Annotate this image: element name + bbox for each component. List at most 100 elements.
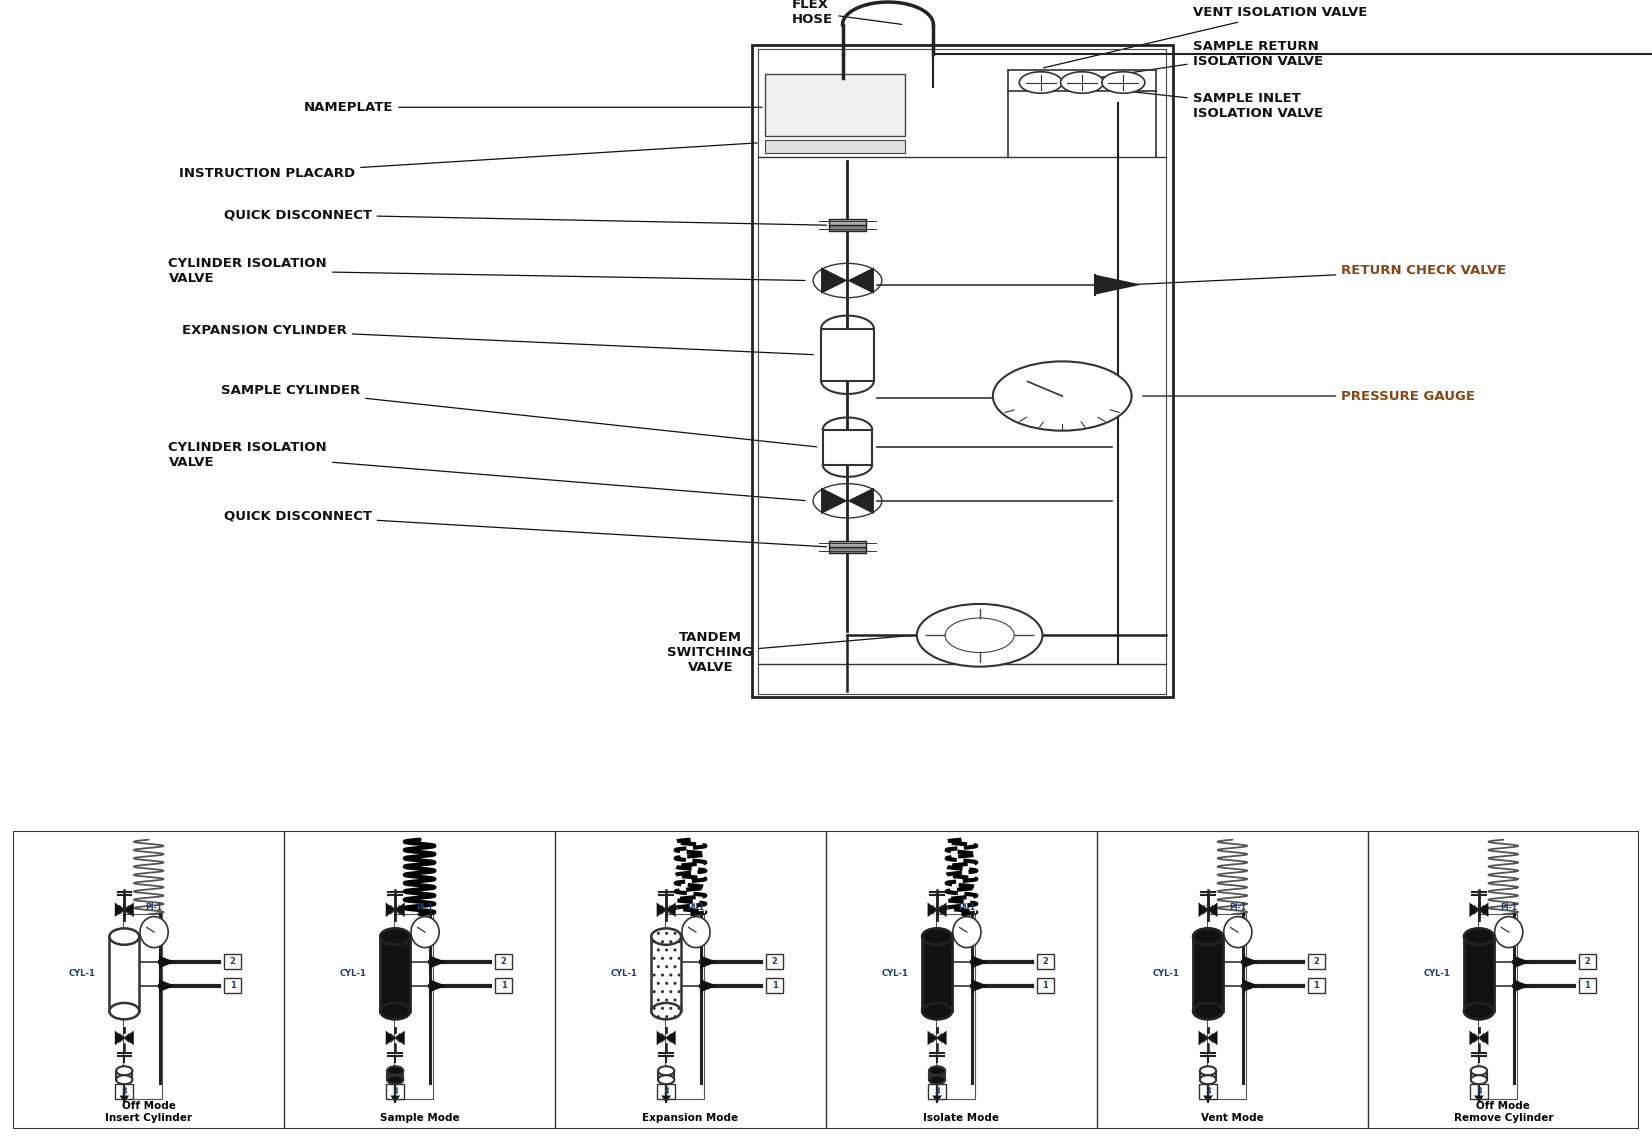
Text: 2: 2 <box>1584 957 1591 966</box>
Polygon shape <box>114 1031 124 1046</box>
Polygon shape <box>847 487 874 514</box>
Ellipse shape <box>651 1003 681 1020</box>
Text: 3: 3 <box>662 1087 669 1096</box>
Bar <box>496 955 512 970</box>
Circle shape <box>682 916 710 948</box>
Text: CYL-1: CYL-1 <box>1424 970 1450 979</box>
Bar <box>116 1085 134 1099</box>
Bar <box>225 955 241 970</box>
Text: CYL-1: CYL-1 <box>69 970 96 979</box>
Ellipse shape <box>380 1003 410 1020</box>
Bar <box>116 1071 132 1080</box>
Text: 2: 2 <box>230 957 236 966</box>
Polygon shape <box>666 1031 676 1046</box>
Polygon shape <box>657 1031 666 1046</box>
Polygon shape <box>1203 1096 1213 1103</box>
Bar <box>823 430 872 464</box>
Polygon shape <box>1479 1031 1488 1046</box>
Ellipse shape <box>1470 1066 1487 1075</box>
Bar <box>1470 1085 1488 1099</box>
Polygon shape <box>119 1096 129 1103</box>
Text: PI-1: PI-1 <box>1500 904 1517 913</box>
Polygon shape <box>1474 1096 1483 1103</box>
Polygon shape <box>431 956 446 967</box>
Bar <box>935 914 975 1099</box>
Ellipse shape <box>928 1066 945 1075</box>
Circle shape <box>953 916 981 948</box>
Ellipse shape <box>1464 929 1493 945</box>
Text: Off Mode
Remove Cylinder: Off Mode Remove Cylinder <box>1454 1102 1553 1123</box>
Polygon shape <box>1095 274 1142 295</box>
Ellipse shape <box>1464 1003 1493 1020</box>
Polygon shape <box>937 902 947 917</box>
Bar <box>1579 979 1596 993</box>
Text: PI-1: PI-1 <box>416 904 433 913</box>
Polygon shape <box>702 956 717 967</box>
Text: 3: 3 <box>392 1087 398 1096</box>
Text: PRESSURE GAUGE: PRESSURE GAUGE <box>1143 389 1475 403</box>
Polygon shape <box>431 980 446 991</box>
Text: INSTRUCTION PLACARD: INSTRUCTION PLACARD <box>178 143 757 180</box>
Ellipse shape <box>1193 1003 1222 1020</box>
Text: QUICK DISCONNECT: QUICK DISCONNECT <box>223 509 826 547</box>
Ellipse shape <box>922 929 952 945</box>
Text: CYLINDER ISOLATION
VALVE: CYLINDER ISOLATION VALVE <box>169 442 805 501</box>
Ellipse shape <box>380 929 410 945</box>
Bar <box>225 979 241 993</box>
Bar <box>758 49 1166 694</box>
Ellipse shape <box>922 1003 952 1020</box>
Bar <box>1579 955 1596 970</box>
Polygon shape <box>160 956 175 967</box>
Polygon shape <box>821 487 847 514</box>
Text: 1: 1 <box>771 981 778 990</box>
Bar <box>664 914 704 1099</box>
Bar <box>928 1071 945 1080</box>
Polygon shape <box>387 1031 395 1046</box>
Text: PI-1: PI-1 <box>958 904 975 913</box>
Text: TANDEM
SWITCHING
VALVE: TANDEM SWITCHING VALVE <box>667 632 910 674</box>
Polygon shape <box>1515 980 1530 991</box>
Text: Expansion Mode: Expansion Mode <box>643 1113 738 1123</box>
Polygon shape <box>1198 1031 1208 1046</box>
Bar <box>1464 937 1493 1012</box>
Bar <box>829 547 866 553</box>
Circle shape <box>1495 916 1523 948</box>
Bar <box>1477 914 1517 1099</box>
Ellipse shape <box>1199 1075 1216 1085</box>
Polygon shape <box>1470 1031 1479 1046</box>
Text: RETURN CHECK VALVE: RETURN CHECK VALVE <box>1135 264 1507 284</box>
Circle shape <box>411 916 439 948</box>
Circle shape <box>1019 72 1062 93</box>
Bar <box>821 329 874 381</box>
Text: SAMPLE RETURN
ISOLATION VALVE: SAMPLE RETURN ISOLATION VALVE <box>1085 40 1323 80</box>
Ellipse shape <box>387 1075 403 1085</box>
Circle shape <box>1061 72 1104 93</box>
Polygon shape <box>387 902 395 917</box>
Text: 3: 3 <box>121 1087 127 1096</box>
Bar <box>657 1071 674 1080</box>
Bar <box>1470 1071 1487 1080</box>
Bar <box>393 914 433 1099</box>
Ellipse shape <box>928 1075 945 1085</box>
Ellipse shape <box>116 1066 132 1075</box>
Bar <box>767 979 783 993</box>
Polygon shape <box>937 1031 947 1046</box>
Ellipse shape <box>1470 1075 1487 1085</box>
Text: Vent Mode: Vent Mode <box>1201 1113 1264 1123</box>
Bar <box>1199 1085 1218 1099</box>
Polygon shape <box>114 902 124 917</box>
Bar <box>1206 914 1246 1099</box>
Bar <box>387 1085 405 1099</box>
Polygon shape <box>1515 956 1530 967</box>
Ellipse shape <box>109 1003 139 1020</box>
Polygon shape <box>395 902 405 917</box>
Bar <box>651 937 681 1012</box>
Polygon shape <box>390 1096 400 1103</box>
Polygon shape <box>928 902 937 917</box>
Bar <box>829 225 866 231</box>
Polygon shape <box>821 267 847 294</box>
Polygon shape <box>395 1031 405 1046</box>
Text: SAMPLE INLET
ISOLATION VALVE: SAMPLE INLET ISOLATION VALVE <box>1127 91 1323 119</box>
Text: 1: 1 <box>1313 981 1320 990</box>
Text: CYL-1: CYL-1 <box>611 970 638 979</box>
